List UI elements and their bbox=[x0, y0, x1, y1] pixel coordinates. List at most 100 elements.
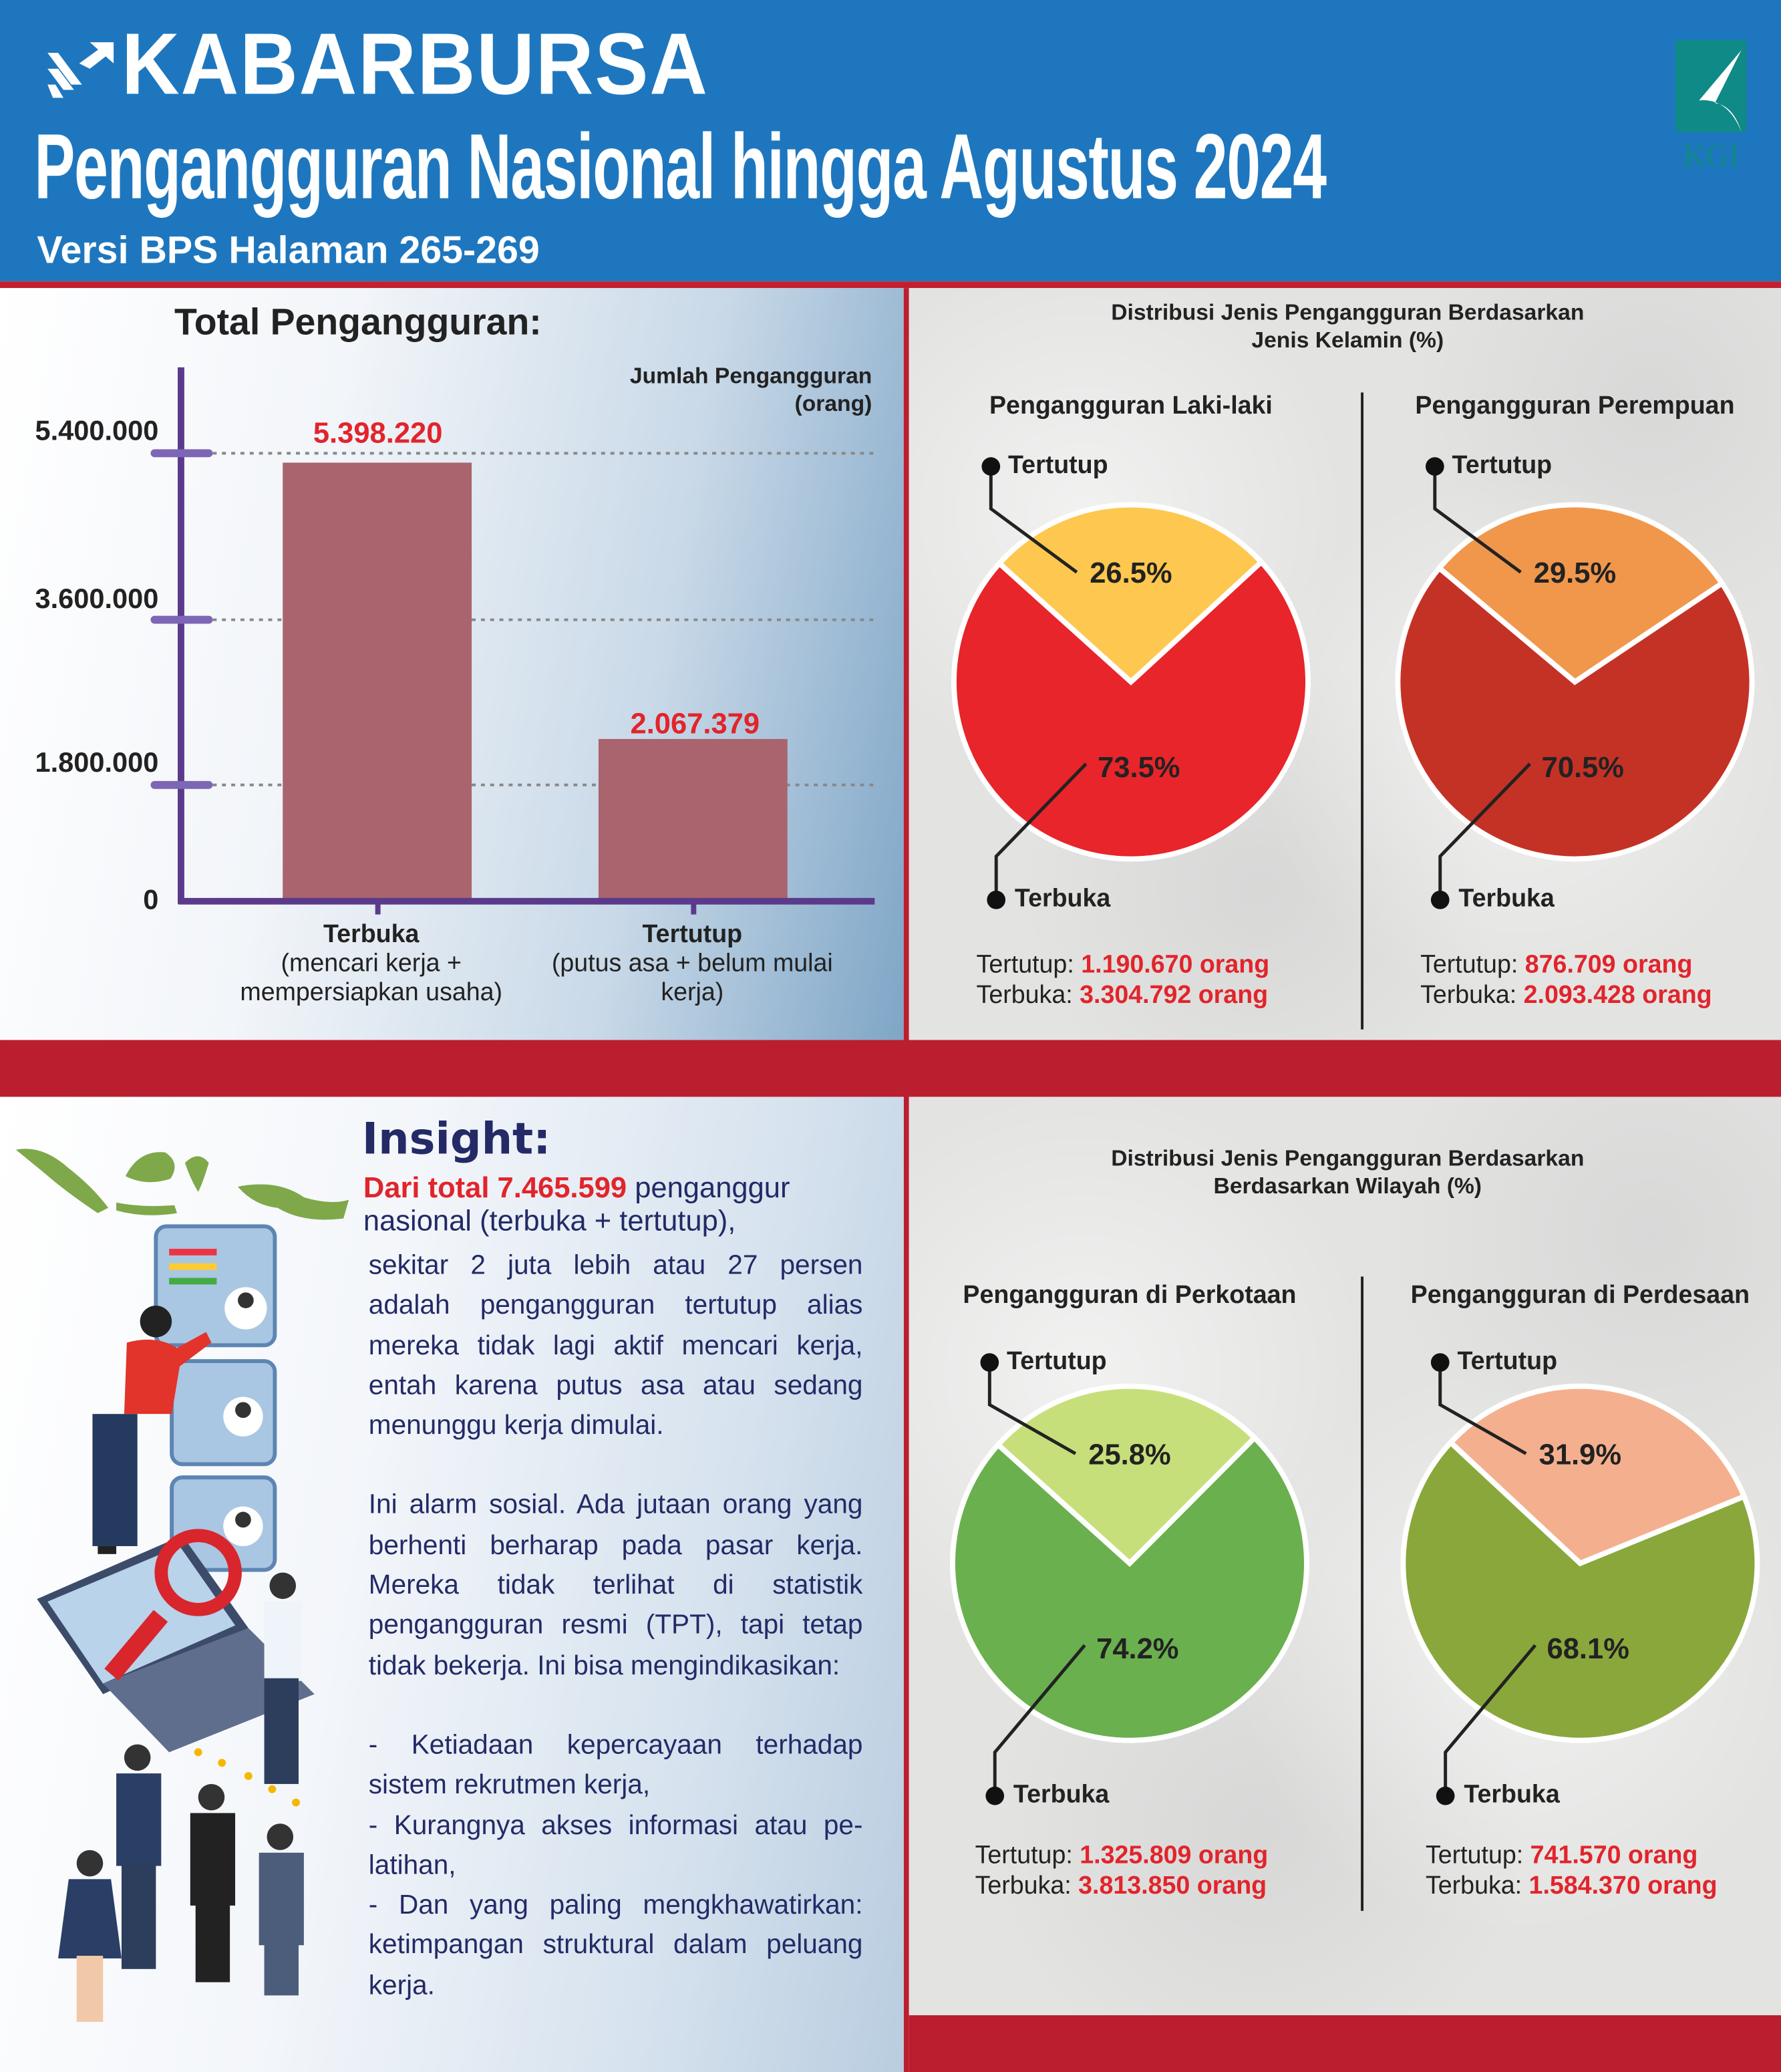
count-value: 1.584.370 orang bbox=[1528, 1872, 1718, 1900]
callout-dot-terbuka bbox=[1430, 890, 1450, 909]
section-title-line: Distribusi Jenis Pengangguran Berdasarka… bbox=[1111, 1145, 1585, 1171]
callout-line-terbuka bbox=[994, 762, 1088, 900]
callout-label-terbuka: Terbuka bbox=[1458, 885, 1555, 913]
pie-divider bbox=[1361, 392, 1364, 1030]
count-value: 3.813.850 orang bbox=[1078, 1872, 1267, 1900]
callout-dot-terbuka bbox=[1436, 1786, 1455, 1805]
count-terbuka: Terbuka: 3.813.850 orang bbox=[975, 1871, 1267, 1901]
brand-name: KABARBURSA bbox=[121, 14, 709, 113]
pie-chart bbox=[1400, 1353, 1760, 1805]
people-icon bbox=[58, 1572, 304, 2022]
y-tick-label: 1.800.000 bbox=[35, 748, 159, 778]
callout-line-terbuka bbox=[1444, 1644, 1537, 1796]
bar-chart bbox=[150, 367, 875, 915]
bar-value-label: 2.067.379 bbox=[630, 707, 760, 740]
bar-chart-title: Total Pengangguran: bbox=[174, 301, 542, 343]
callout-dot-terbuka bbox=[987, 890, 1006, 909]
pie-title: Pengangguran di Perkotaan bbox=[963, 1282, 1297, 1310]
x-tick-note: (mencari kerja + mempersiapkan usaha) bbox=[240, 949, 503, 1008]
x-tick-note: (putus asa + belum mulai kerja) bbox=[551, 949, 833, 1008]
section-title-line: Jenis Kelamin (%) bbox=[1251, 327, 1444, 353]
callout-label-tertutup: Tertutup bbox=[1452, 452, 1553, 480]
insight-paragraph: Ini alarm sosial. Ada jutaan orang yang … bbox=[368, 1489, 863, 1681]
callout-line-tertutup bbox=[989, 466, 1078, 574]
insight-list-item: - Dan yang paling mengkhawatirkan: ketim… bbox=[368, 1890, 863, 2001]
callout-line-terbuka bbox=[993, 1644, 1086, 1796]
insight-heading: Insight: bbox=[361, 1113, 551, 1165]
pie-title: Pengangguran di Perdesaan bbox=[1410, 1282, 1750, 1310]
count-label: Terbuka: bbox=[1425, 1872, 1522, 1900]
pie-slice-terbuka bbox=[950, 1434, 1309, 1743]
partner-logo: KGI bbox=[1675, 39, 1747, 182]
callout-label-terbuka: Terbuka bbox=[1464, 1781, 1560, 1809]
pie-divider bbox=[1361, 1276, 1364, 1911]
count-terbuka: Terbuka: 3.304.792 orang bbox=[977, 980, 1269, 1010]
callout-dot-tertutup bbox=[981, 457, 1001, 476]
pie-title: Pengangguran Laki-laki bbox=[989, 392, 1273, 420]
pie-pengangguran-perempuan: Pengangguran Perempuan Tertutup Terbuka 29.… bbox=[1350, 378, 1781, 1039]
pie-title: Pengangguran Perempuan bbox=[1415, 392, 1735, 420]
callout-label-terbuka: Terbuka bbox=[1013, 1781, 1110, 1809]
callout-line-tertutup bbox=[1438, 1362, 1527, 1455]
count-terbuka: Terbuka: 1.584.370 orang bbox=[1426, 1871, 1718, 1901]
count-tertutup: Tertutup: 1.325.809 orang bbox=[975, 1841, 1269, 1871]
count-value: 876.709 orang bbox=[1524, 951, 1693, 980]
partner-logo-text: KGI bbox=[1683, 139, 1739, 174]
callout-label-tertutup: Tertutup bbox=[1457, 1348, 1558, 1376]
section-title-line: Distribusi Jenis Pengangguran Berdasarka… bbox=[1111, 299, 1585, 325]
pie-slice-tertutup bbox=[1435, 502, 1726, 686]
slice-label-tertutup: 26.5% bbox=[1090, 556, 1172, 590]
count-tertutup: Tertutup: 741.570 orang bbox=[1426, 1841, 1697, 1871]
slice-label-terbuka: 74.2% bbox=[1096, 1632, 1179, 1665]
count-value: 1.325.809 orang bbox=[1080, 1841, 1269, 1870]
callout-dot-tertutup bbox=[980, 1353, 999, 1372]
laptop-icon bbox=[37, 1529, 315, 1753]
pie-chart bbox=[950, 1353, 1309, 1805]
count-label: Terbuka: bbox=[976, 982, 1073, 1010]
bar-tertutup bbox=[598, 738, 788, 901]
callout-label-tertutup: Tertutup bbox=[1008, 452, 1108, 480]
count-value: 3.304.792 orang bbox=[1080, 982, 1269, 1010]
x-tick-label: Tertutup bbox=[642, 921, 743, 949]
ylabel-line: Jumlah Pengangguran bbox=[629, 363, 872, 389]
kabarbursa-logo-icon bbox=[47, 42, 114, 98]
indonesia-map-icon bbox=[15, 1149, 349, 1220]
bar-value-label: 5.398.220 bbox=[313, 416, 443, 450]
pie-slice-terbuka bbox=[951, 558, 1311, 862]
pie-chart bbox=[1395, 457, 1755, 909]
insight-paragraph: sekitar 2 juta lebih atau 27 persen adal… bbox=[368, 1249, 863, 1441]
column-divider bbox=[903, 288, 909, 2072]
pie-pengangguran-laki-laki: Pengangguran Laki-laki Tertutup Terbuka 26.… bbox=[907, 378, 1355, 1039]
pie-slice-tertutup bbox=[994, 1383, 1259, 1568]
kgi-logo-icon: KGI bbox=[1675, 39, 1747, 174]
woman-pointing-icon bbox=[92, 1306, 212, 1554]
page-title: Pengangguran Nasional hingga Agustus 202… bbox=[34, 115, 1327, 218]
y-tick-label: 0 bbox=[143, 885, 159, 916]
count-label: Tertutup: bbox=[976, 951, 1074, 980]
slice-label-tertutup: 29.5% bbox=[1533, 556, 1617, 590]
pie-chart bbox=[951, 457, 1311, 909]
y-tick-label: 5.400.000 bbox=[35, 416, 159, 447]
header-divider bbox=[0, 281, 1781, 289]
count-label: Tertutup: bbox=[1420, 951, 1518, 980]
y-tick-label: 3.600.000 bbox=[35, 584, 159, 615]
count-label: Tertutup: bbox=[975, 1841, 1073, 1870]
header: KABARBURSA Pengangguran Nasional hingga … bbox=[0, 0, 1781, 282]
pie-pengangguran-di-perdesaan: Pengangguran di Perdesaan Tertutup Terbuka… bbox=[1355, 1260, 1781, 1920]
insight-list-item: - Ketiadaan kepercayaan terhadap sistem … bbox=[368, 1729, 863, 1801]
callout-label-terbuka: Terbuka bbox=[1014, 885, 1111, 913]
profile-cards-icon bbox=[154, 1224, 277, 1572]
callout-label-tertutup: Tertutup bbox=[1007, 1348, 1107, 1376]
count-value: 2.093.428 orang bbox=[1523, 982, 1712, 1010]
x-category-terbuka: Terbuka (mencari kerja + mempersiapkan u… bbox=[212, 921, 530, 1008]
insight-text: Dari total 7.465.599 penganggur nasional… bbox=[363, 1171, 866, 2006]
count-tertutup: Tertutup: 1.190.670 orang bbox=[977, 950, 1270, 980]
count-label: Tertutup: bbox=[1425, 1841, 1524, 1870]
x-tick-label: Terbuka bbox=[323, 921, 420, 949]
x-category-tertutup: Tertutup (putus asa + belum mulai kerja) bbox=[534, 921, 851, 1008]
pie-pengangguran-di-perkotaan: Pengangguran di Perkotaan Tertutup Terbuka… bbox=[905, 1260, 1354, 1920]
pie-slice-tertutup bbox=[995, 502, 1265, 686]
insight-lead-text: penganggur nasional (terbuka + tertutup)… bbox=[363, 1171, 790, 1237]
ylabel-line: (orang) bbox=[794, 391, 872, 416]
